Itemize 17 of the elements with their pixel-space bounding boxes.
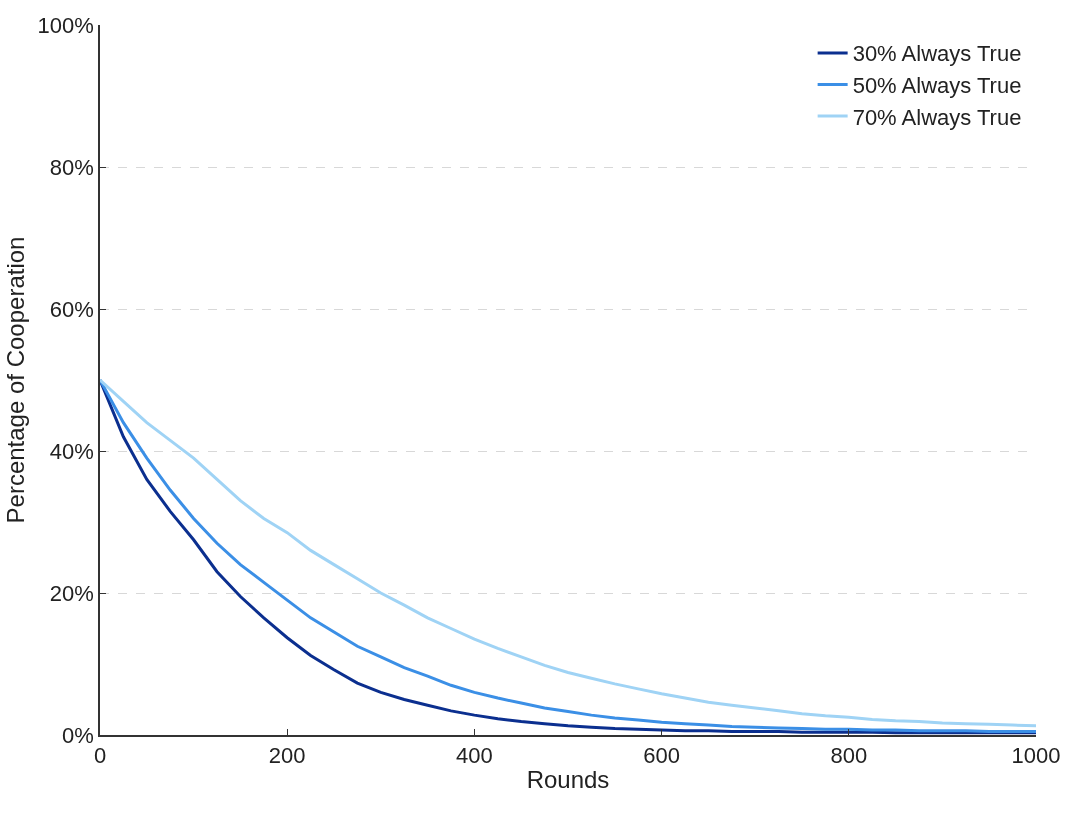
x-tick-label: 200	[268, 743, 306, 769]
x-tick-label: 400	[456, 743, 493, 769]
y-tick-label: 0%	[62, 722, 94, 748]
x-tick-label: 0	[93, 743, 107, 769]
legend-label: 50% Always True	[852, 73, 1022, 99]
y-tick-label: 80%	[49, 154, 94, 180]
x-tick-label: 1000	[1011, 743, 1061, 769]
y-tick-label: 100%	[37, 12, 94, 38]
x-tick-label: 800	[830, 743, 868, 769]
y-tick-label: 40%	[49, 438, 94, 464]
y-axis-title: Percentage of Cooperation	[2, 236, 30, 524]
y-tick-label: 60%	[49, 296, 94, 322]
legend-label: 30% Always True	[852, 41, 1022, 67]
x-axis-title: Rounds	[526, 765, 610, 793]
x-tick-label: 600	[643, 743, 680, 769]
y-tick-label: 20%	[49, 580, 94, 606]
legend-label: 70% Always True	[852, 104, 1022, 130]
